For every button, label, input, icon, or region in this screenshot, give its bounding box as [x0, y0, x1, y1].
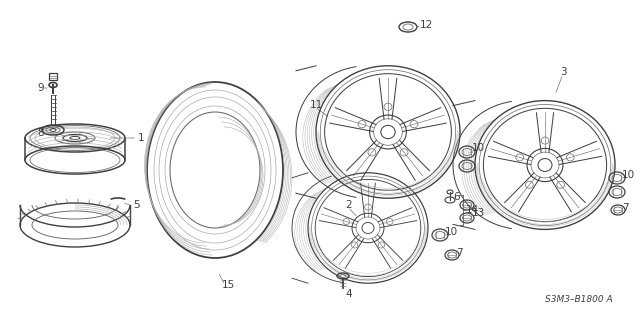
Text: 10: 10	[622, 170, 635, 180]
Text: 9: 9	[37, 83, 44, 93]
Text: 14: 14	[466, 205, 479, 215]
Text: 7: 7	[456, 248, 463, 258]
Text: S3M3–B1800 A: S3M3–B1800 A	[545, 295, 612, 305]
Text: 15: 15	[222, 280, 236, 290]
Text: 2: 2	[345, 200, 351, 210]
Text: 13: 13	[472, 208, 485, 218]
Text: 5: 5	[133, 200, 140, 210]
Text: 11: 11	[310, 100, 323, 110]
Text: 8: 8	[37, 128, 44, 138]
Text: 10: 10	[472, 143, 485, 153]
Text: 10: 10	[445, 227, 458, 237]
Text: 6: 6	[453, 192, 460, 202]
Text: 1: 1	[138, 133, 145, 143]
Ellipse shape	[473, 99, 617, 231]
Text: 3: 3	[560, 67, 566, 77]
Text: 7: 7	[622, 203, 628, 213]
Text: 12: 12	[420, 20, 433, 30]
FancyBboxPatch shape	[49, 73, 57, 80]
Ellipse shape	[314, 64, 462, 200]
Text: 4: 4	[345, 289, 351, 299]
Ellipse shape	[306, 171, 430, 285]
